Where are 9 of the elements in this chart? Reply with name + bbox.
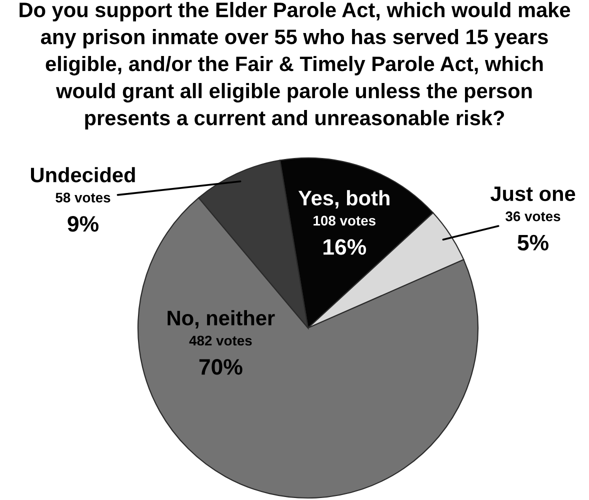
slice-label: Yes, both — [298, 190, 390, 208]
data-label: 58 votes 9% — [56, 192, 110, 232]
slice-label: No, neither — [168, 310, 275, 328]
slice-label: Undecided — [31, 167, 135, 182]
data-label: 36 votes 5% — [506, 211, 560, 251]
chart-title: Do you support the Elder Parole Act, which would make any prison inmate over 55 who has served 15 years eligible, and/or the Fair & Timely Parole Act, which would grant all eligible parole unless the person presents a current and unreasonable risk? — [20, 2, 570, 130]
data-label: 108 votes 16% — [314, 216, 376, 255]
data-label: 482 votes 70% — [189, 336, 252, 375]
slice-label: Just one — [490, 186, 576, 202]
